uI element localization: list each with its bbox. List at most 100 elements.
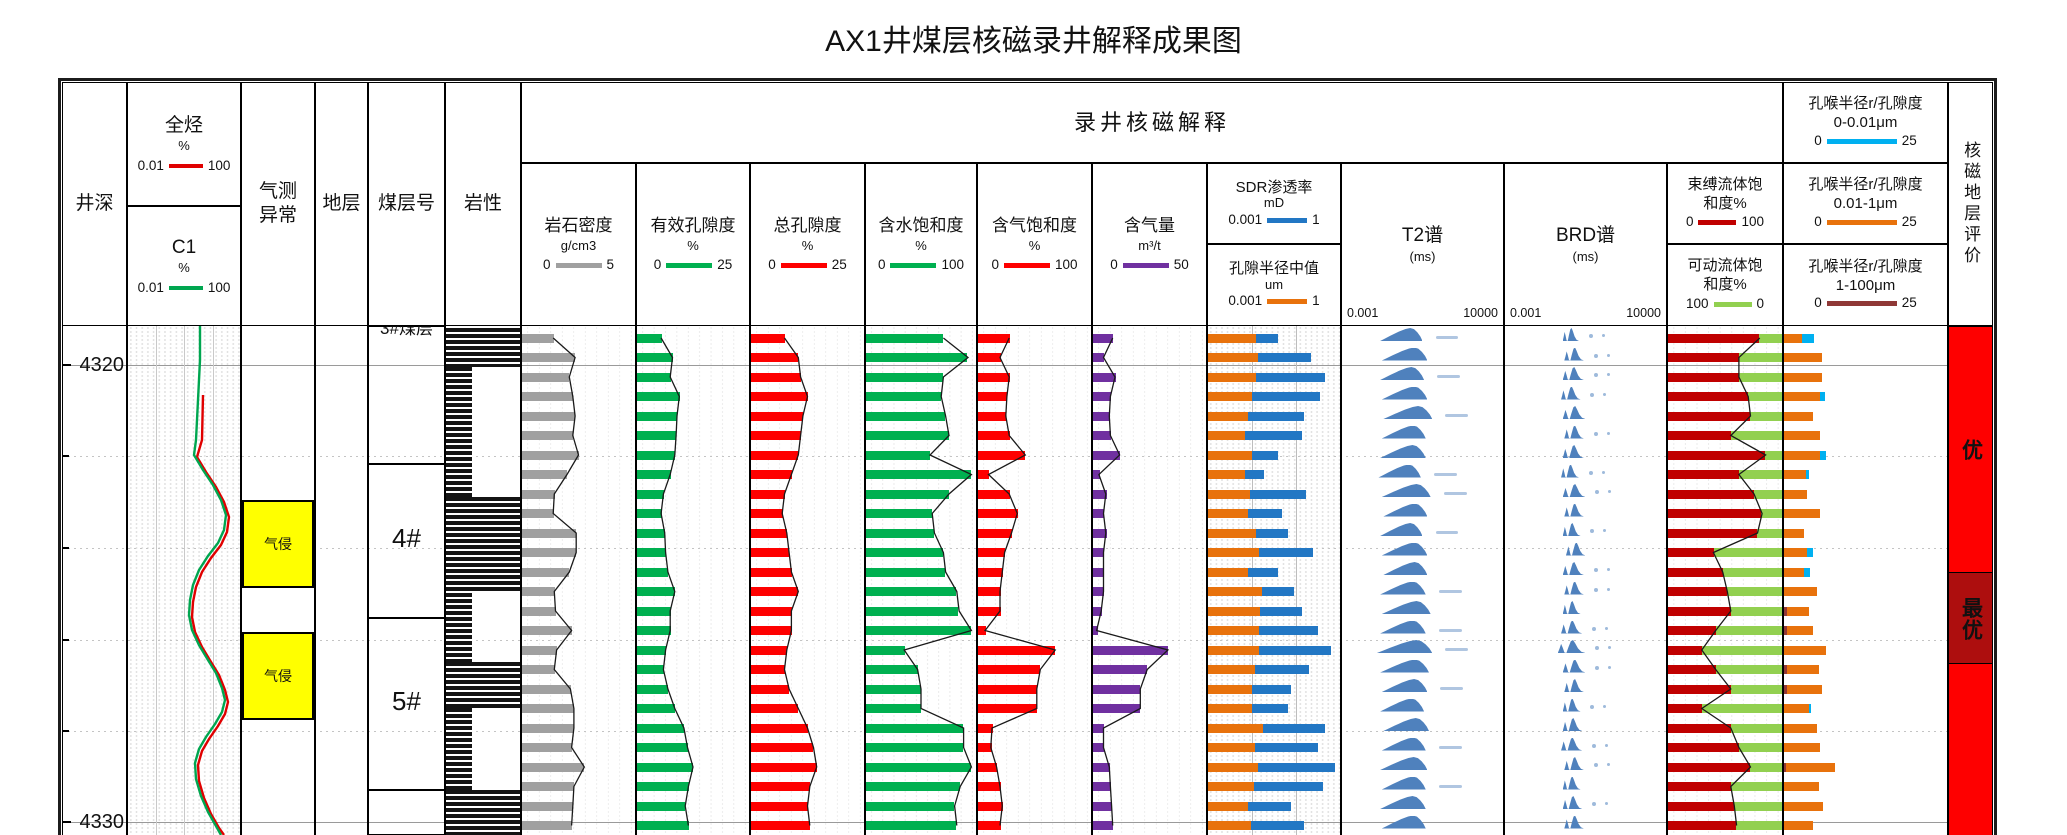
water-saturation-track-bar (866, 801, 954, 811)
gas-saturation-track-bar (978, 431, 1010, 440)
bound-fluid-bar (1668, 665, 1716, 674)
gas-saturation-track-bar (978, 509, 1018, 518)
movable-fluid-bar (1750, 762, 1782, 772)
gas-content-track-bar (1093, 333, 1114, 343)
header-bound-fluid: 束缚流体饱和度% 0 100 (1667, 163, 1783, 244)
t2-spectrum-track (1341, 326, 1504, 835)
depth-tick-minor (62, 730, 69, 732)
lithology-column (445, 326, 521, 835)
depth-tick-major (62, 821, 71, 823)
lithology-coal-pattern (446, 593, 472, 662)
sdr-permeability-bar (1257, 762, 1336, 772)
gas-content-track-bar (1093, 509, 1105, 518)
pore-median-bar (1208, 528, 1257, 538)
water-saturation-track-bar (866, 606, 959, 616)
throat-001-1um-bar (1784, 528, 1804, 538)
brd-spectrum-dot (1606, 353, 1610, 357)
gas-content-track-bar (1093, 626, 1098, 635)
throat-0-001um-bar (1803, 567, 1811, 577)
total-porosity-track-bar (751, 392, 808, 401)
header-total-hydrocarbon: 全烃 % 0.01 100 (127, 82, 241, 206)
effective-porosity-track-bar (637, 567, 669, 577)
eff-por-legend-line (666, 262, 713, 268)
gas-content-track-bar (1093, 587, 1105, 596)
water-saturation-track-bar (866, 392, 941, 401)
pore-median-bar (1208, 762, 1258, 772)
water-saturation-track-bar (866, 723, 963, 733)
lithology-coal-pattern (446, 497, 520, 593)
movable-fluid-bar (1747, 392, 1782, 401)
throat-001-1um-bar (1785, 762, 1835, 772)
gas-content-track-bar (1093, 392, 1112, 401)
total-porosity-track-bar (751, 353, 799, 362)
density-track-bar (522, 509, 554, 518)
brd-spectrum-dot (1606, 763, 1610, 766)
brd-spectrum-dot (1593, 431, 1598, 436)
throat2-legend-line (1826, 219, 1897, 225)
gas-saturation-track-bar (978, 489, 1010, 499)
pore-median-bar (1208, 509, 1249, 518)
brd-spectrum-dot (1593, 763, 1598, 767)
header-nmr-evaluation: 核磁地层评价 (1948, 82, 1993, 326)
header-eff-porosity: 有效孔隙度 % 0 25 (636, 163, 750, 326)
gas-saturation-track-bar (978, 626, 986, 635)
sdr-pore-median-track (1207, 326, 1341, 835)
water-saturation-track-bar (866, 333, 943, 343)
sdr-permeability-bar (1256, 372, 1325, 382)
throat-001-1um-bar (1784, 704, 1809, 713)
gas-saturation-track-envelope (984, 337, 1057, 826)
throat-001-1um-bar (1784, 821, 1814, 830)
t2-spectrum-tail (1437, 375, 1460, 378)
sdr-permeability-bar (1254, 743, 1318, 752)
sdr-permeability-bar (1261, 587, 1294, 596)
gas-content-track-bar (1093, 684, 1141, 694)
total-hydrocarbon-curve (190, 394, 231, 835)
sdr-permeability-bar (1252, 392, 1320, 401)
brd-spectrum-dot (1603, 529, 1607, 532)
effective-porosity-track-bar (637, 372, 671, 382)
t2-spectrum-tail (1443, 492, 1467, 495)
coal-cell-border (368, 326, 445, 464)
pore-median-bar (1208, 489, 1250, 499)
gas-saturation-track-bar (978, 684, 1037, 694)
density-track-bar (522, 372, 570, 382)
sdr-permeability-bar (1245, 470, 1265, 479)
evaluation-column (1948, 326, 1993, 835)
sdr-permeability-bar (1254, 665, 1309, 674)
effective-porosity-track-bar (637, 782, 689, 791)
sdr-permeability-bar (1258, 626, 1318, 635)
t2-scale: 0.001 10000 (1347, 306, 1498, 321)
density-track-bar (522, 801, 573, 811)
brd-spectrum-dot (1595, 646, 1600, 650)
brd-spectrum-dot (1588, 470, 1593, 475)
brd-spectrum-dot (1588, 334, 1593, 338)
density-track-bar (522, 489, 555, 499)
water-saturation-track-bar (866, 743, 963, 752)
movable-fluid-bar (1730, 606, 1782, 616)
sdr-permeability-bar (1256, 528, 1289, 538)
t2-spectrum-tail (1438, 784, 1462, 788)
effective-porosity-track-bar (637, 353, 673, 362)
throat-001-1um-bar (1786, 684, 1823, 694)
throat-001-1um-bar (1784, 489, 1807, 499)
header-coal-seam-no: 煤层号 (368, 82, 445, 326)
effective-porosity-track-bar (637, 450, 676, 460)
brd-spectrum-track (1504, 326, 1667, 835)
throat-0-001um-bar (1819, 450, 1827, 460)
bound-fluid-bar (1668, 392, 1748, 401)
throat-001-1um-bar (1784, 353, 1822, 362)
density-track-bar (522, 626, 572, 635)
gas-saturation-track-bar (978, 567, 1003, 577)
density-track-bar (522, 704, 574, 713)
throat-001-1um-bar (1784, 801, 1824, 811)
movable-fluid-bar (1738, 743, 1782, 752)
effective-porosity-track-bar (637, 431, 677, 440)
bound-fluid-bar (1668, 645, 1703, 655)
stratum-column (315, 326, 368, 835)
header-gas-saturation: 含气饱和度 % 0 100 (977, 163, 1092, 326)
movable-fluid-bar (1756, 528, 1782, 538)
gas-content-track-bar (1093, 567, 1105, 577)
bound-fluid-bar (1668, 509, 1762, 518)
gas-invasion-flag: 气侵 (242, 500, 314, 588)
